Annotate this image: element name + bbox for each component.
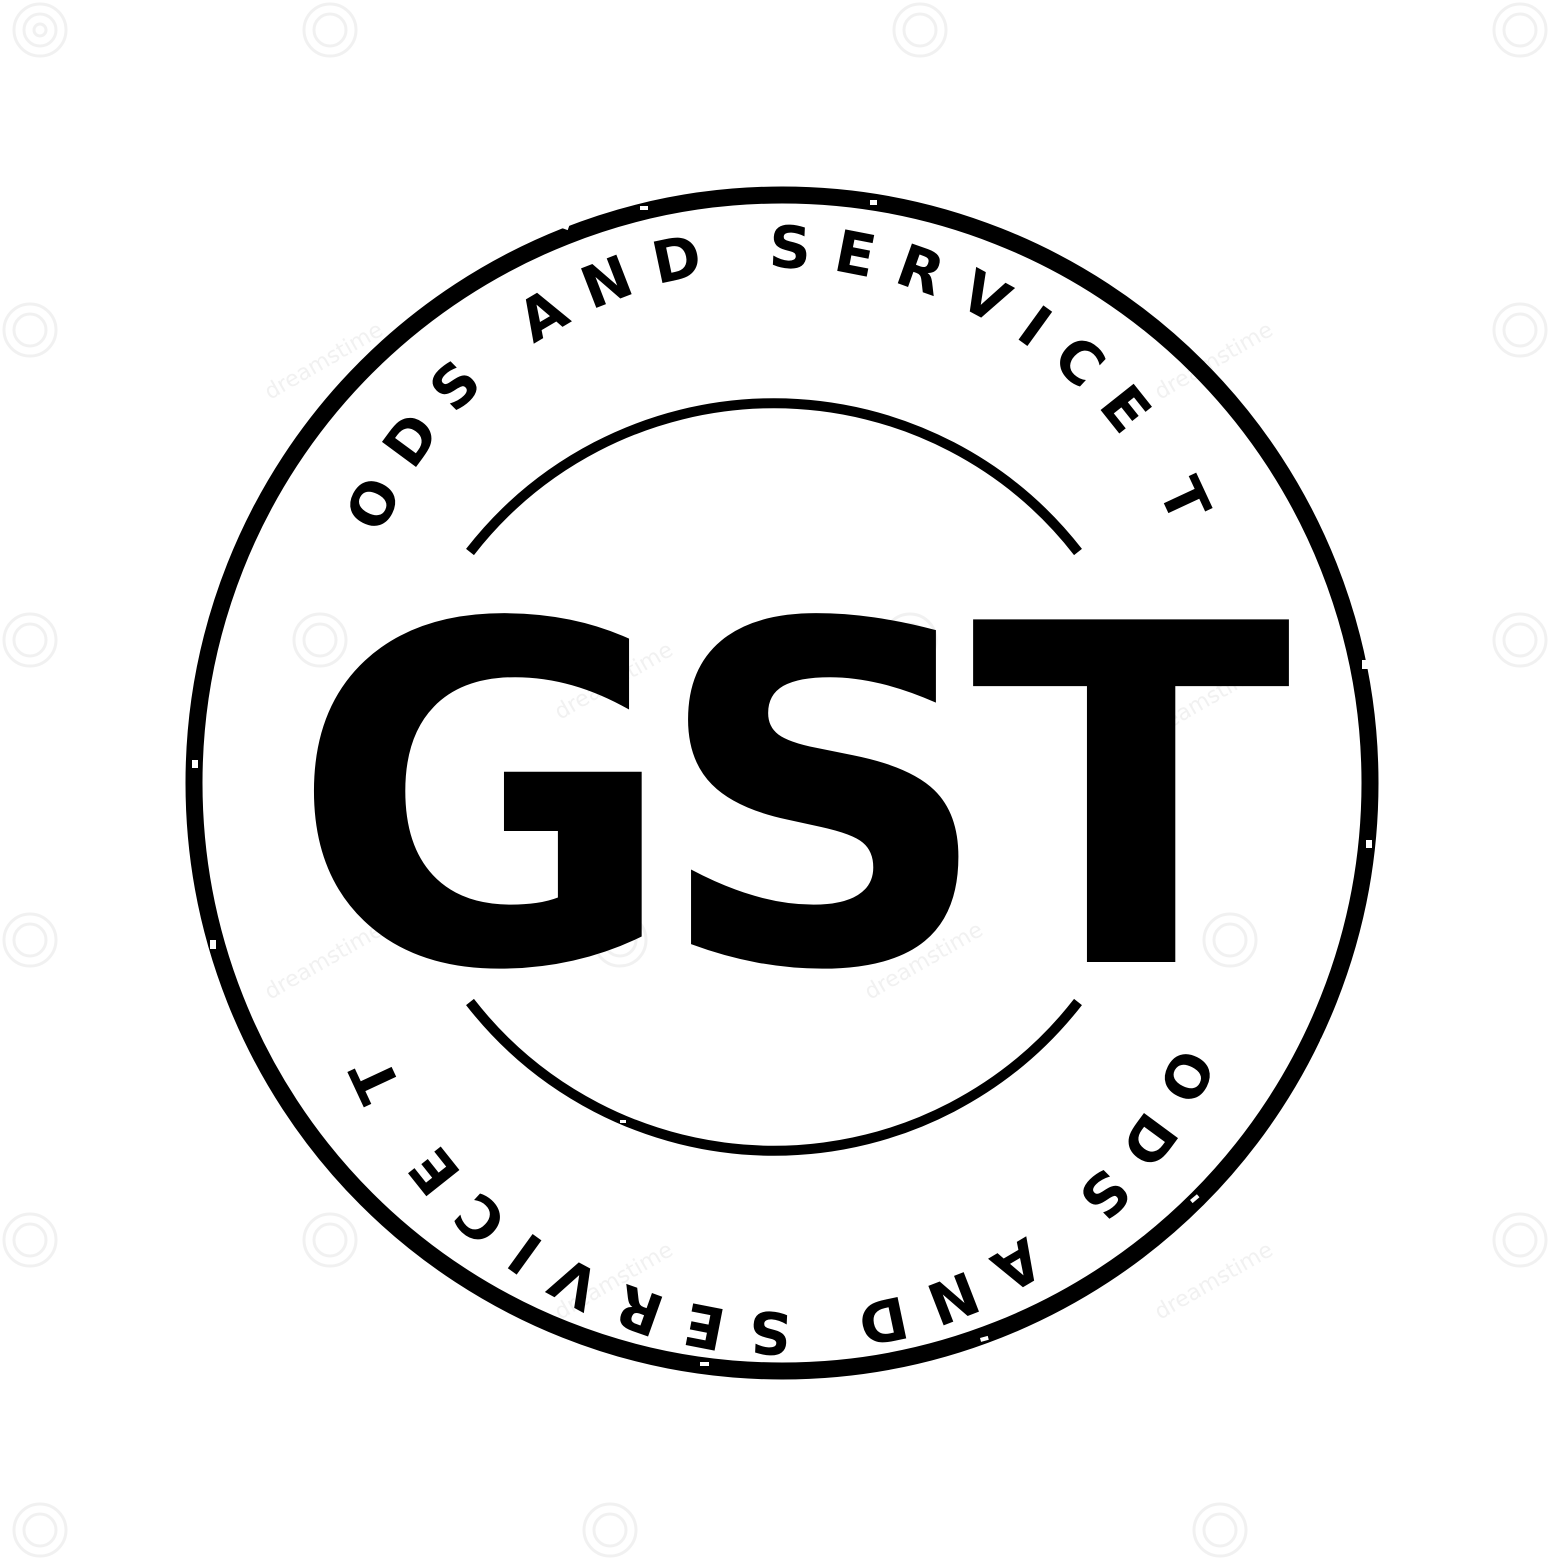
top-arc-label: GOODS AND SERVICE TAX [0,0,1231,548]
grunge-texture [192,200,1372,1366]
top-arc-text: GOODS AND SERVICE TAX [0,0,1209,548]
center-title: GST [291,526,1294,1073]
outer-ring [185,186,1379,1380]
inner-lower-arc [466,998,1082,1156]
inner-upper-arc [466,398,1082,556]
watermark-text: dreamstime [1151,1237,1278,1325]
